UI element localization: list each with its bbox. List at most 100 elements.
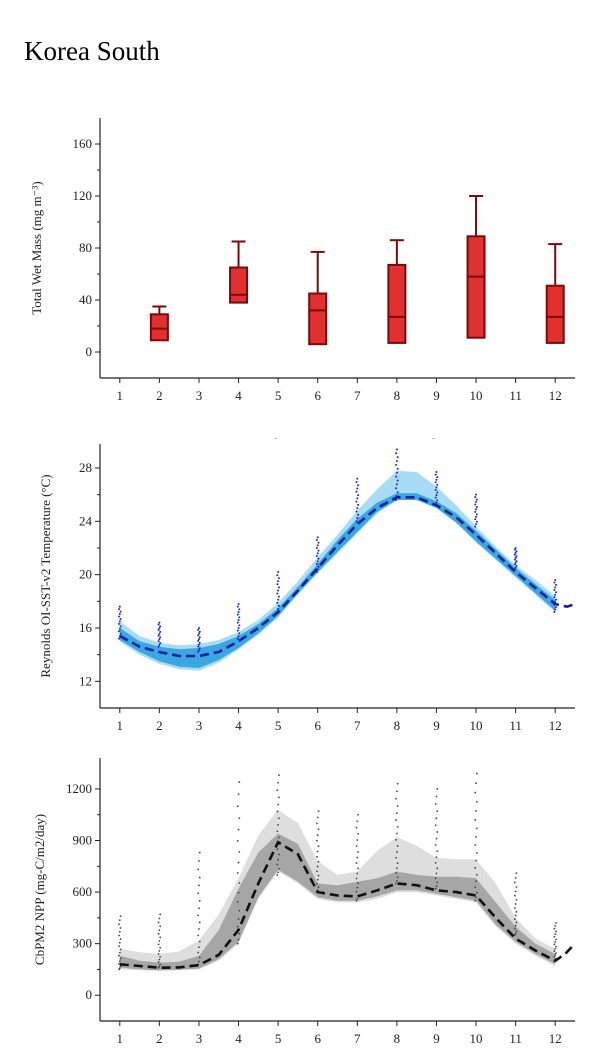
data-point (553, 943, 556, 946)
y-tick-label: 28 (79, 460, 92, 475)
data-point (514, 876, 517, 879)
data-point (474, 510, 477, 513)
data-point (198, 960, 200, 963)
data-point (474, 525, 477, 528)
data-point (197, 634, 200, 637)
data-point (515, 560, 518, 563)
data-point (158, 958, 161, 961)
x-tick-label: 3 (196, 718, 203, 733)
data-point (198, 884, 200, 887)
data-point (119, 632, 122, 635)
x-tick-label: 10 (470, 718, 483, 733)
data-point (555, 945, 557, 948)
data-point (198, 921, 201, 924)
data-point (236, 637, 239, 640)
data-point (118, 934, 120, 937)
data-point (395, 487, 398, 490)
data-point (277, 823, 280, 826)
data-point (119, 625, 122, 628)
data-point (237, 793, 240, 796)
data-point (434, 824, 437, 827)
data-point (236, 840, 239, 842)
data-point (197, 628, 200, 631)
data-point (475, 852, 478, 854)
data-point (118, 620, 121, 623)
data-point (396, 467, 399, 470)
data-point (118, 919, 121, 922)
data-point (238, 909, 241, 912)
data-point (277, 781, 280, 784)
data-point (475, 493, 478, 496)
data-point (316, 560, 319, 563)
x-tick-label: 8 (394, 1031, 401, 1046)
box (229, 266, 249, 304)
data-point (513, 918, 516, 920)
data-point (238, 882, 241, 884)
data-point (356, 820, 359, 823)
data-point (475, 896, 477, 899)
y-tick-label: 160 (73, 136, 93, 151)
data-point (157, 953, 160, 955)
data-point (475, 505, 478, 508)
points-month-6 (316, 810, 320, 893)
data-point (278, 774, 280, 777)
data-point (198, 647, 201, 650)
data-point (436, 483, 439, 486)
data-point (555, 598, 558, 601)
data-point (278, 853, 280, 856)
data-point (276, 592, 279, 595)
data-point (237, 635, 240, 637)
x-tick-label: 12 (549, 718, 562, 733)
data-point (513, 894, 516, 897)
data-point (277, 586, 280, 589)
data-point (157, 961, 160, 964)
points-month-10 (474, 772, 478, 902)
data-point (434, 481, 437, 484)
data-point (237, 603, 240, 605)
data-point (197, 951, 200, 954)
x-tick-label: 5 (275, 718, 282, 733)
data-point (356, 487, 359, 490)
data-point (119, 610, 122, 613)
data-point (553, 950, 556, 952)
data-point (355, 899, 358, 902)
data-point (474, 518, 477, 521)
data-point (474, 886, 477, 889)
x-tick-label: 2 (156, 388, 163, 403)
data-point (158, 917, 161, 920)
data-point (237, 918, 240, 920)
x-tick-label: 7 (354, 718, 361, 733)
data-point (238, 850, 241, 853)
box-month-12 (545, 243, 565, 344)
data-point (197, 639, 200, 642)
data-point (553, 611, 556, 613)
data-point (395, 812, 398, 815)
data-point (434, 861, 437, 864)
data-point (276, 810, 279, 813)
data-point (237, 891, 240, 894)
data-point (475, 523, 478, 526)
box-month-10 (466, 195, 486, 339)
data-point (118, 627, 121, 630)
data-point (435, 872, 438, 875)
data-point (277, 571, 280, 573)
points-month-7 (355, 477, 360, 523)
data-point (436, 850, 439, 853)
data-point (237, 828, 240, 831)
data-point (316, 850, 319, 853)
data-point (475, 810, 477, 812)
data-point (475, 827, 478, 830)
data-point (436, 491, 439, 494)
box (149, 313, 169, 342)
data-point (159, 636, 162, 639)
data-point (197, 645, 200, 648)
data-point (474, 503, 477, 506)
data-point (198, 946, 200, 949)
data-point (198, 928, 200, 930)
data-point (317, 565, 320, 568)
data-point (119, 957, 122, 960)
data-point (553, 588, 556, 591)
data-point (515, 899, 518, 901)
mean-line (119, 496, 576, 658)
data-point (315, 563, 318, 565)
